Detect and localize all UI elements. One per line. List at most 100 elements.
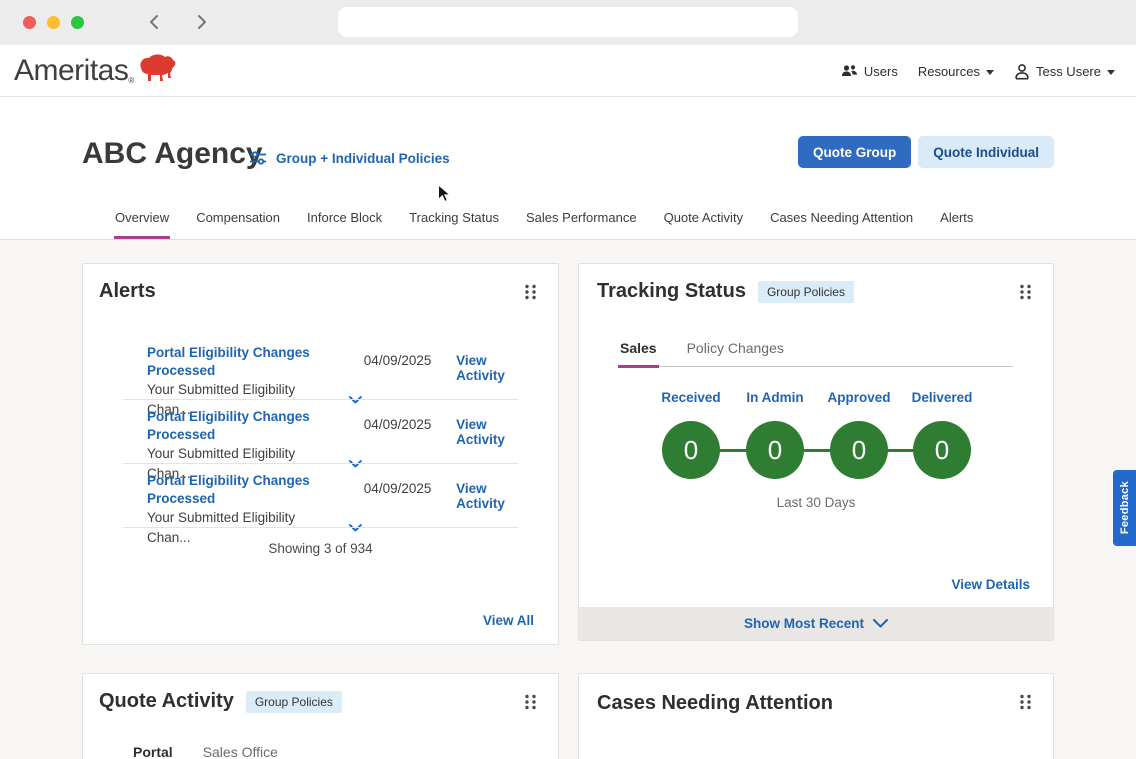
tracking-subtabs: Sales Policy Changes — [618, 334, 1013, 368]
chevron-down-icon — [873, 619, 888, 628]
nav-resources-label: Resources — [917, 63, 980, 79]
tab-alerts[interactable]: Alerts — [940, 210, 974, 225]
nav-resources[interactable]: Resources — [918, 64, 994, 79]
person-icon — [1015, 63, 1029, 79]
drag-handle-icon[interactable] — [524, 284, 537, 300]
ameritas-logo[interactable]: Ameritas ® — [14, 54, 177, 88]
quote-subtabs: Portal Sales Office — [131, 738, 518, 759]
browser-chrome — [0, 0, 1136, 45]
browser-back-icon[interactable] — [146, 13, 164, 31]
stage-delivered: Delivered 0 — [900, 390, 984, 479]
nav-user-menu-label: Tess Usere — [1035, 63, 1101, 79]
stage-label-link[interactable]: In Admin — [746, 390, 804, 405]
chevron-down-icon — [1107, 69, 1115, 75]
logo-text: Ameritas — [14, 54, 129, 87]
nav-users-label: Users — [863, 63, 898, 79]
divider — [123, 527, 518, 528]
subtab-policy-changes[interactable]: Policy Changes — [686, 340, 784, 356]
subtab-sales[interactable]: Sales — [618, 334, 659, 368]
quote-group-button[interactable]: Quote Group — [797, 136, 912, 168]
expand-chevron-icon[interactable] — [349, 460, 362, 468]
feedback-button[interactable]: Feedback — [1113, 470, 1136, 546]
drag-handle-icon[interactable] — [1019, 694, 1032, 710]
divider — [123, 463, 518, 464]
page-actions: Quote Group Quote Individual — [797, 136, 1054, 168]
alert-subtitle: Your Submitted Eligibility Chan... — [147, 382, 296, 417]
alert-main: Portal Eligibility Changes Processed You… — [147, 408, 362, 484]
tracking-status-card-title: Tracking Status — [597, 280, 746, 302]
tab-tracking-status[interactable]: Tracking Status — [409, 210, 500, 225]
period-label: Last 30 Days — [776, 495, 856, 510]
group-policies-badge: Group Policies — [245, 690, 342, 713]
stage-connector-line — [691, 449, 942, 452]
subtab-portal[interactable]: Portal — [131, 738, 175, 759]
stage-label-link[interactable]: Approved — [827, 390, 891, 405]
page-head: ABC Agency Group + Individual Policies Q… — [0, 97, 1136, 240]
quote-individual-button[interactable]: Quote Individual — [918, 136, 1054, 168]
tab-compensation[interactable]: Compensation — [196, 210, 281, 225]
page-tabs: Overview Compensation Inforce Block Trac… — [114, 200, 974, 239]
tab-quote-activity[interactable]: Quote Activity — [663, 210, 744, 225]
policy-filter-label: Group + Individual Policies — [276, 151, 450, 166]
alert-main: Portal Eligibility Changes Processed You… — [147, 472, 362, 548]
chevron-down-icon — [985, 69, 994, 75]
nav-user-menu[interactable]: Tess Usere — [1014, 63, 1115, 80]
alert-item: Portal Eligibility Changes Processed You… — [147, 472, 536, 548]
expand-chevron-icon[interactable] — [349, 396, 362, 404]
window-controls — [23, 16, 84, 29]
bison-logo-icon — [140, 54, 176, 81]
policy-filter[interactable]: Group + Individual Policies — [249, 150, 450, 167]
stage-count: 0 — [913, 421, 971, 479]
alert-date: 04/09/2025 — [363, 353, 432, 368]
stage-received: Received 0 — [649, 390, 733, 479]
browser-forward-icon[interactable] — [192, 13, 210, 31]
logo-registered-mark: ® — [128, 76, 135, 85]
view-activity-link[interactable]: View Activity — [456, 417, 505, 447]
quote-activity-card-title: Quote Activity — [99, 690, 234, 712]
alert-item: Portal Eligibility Changes Processed You… — [147, 344, 536, 420]
tab-sales-performance[interactable]: Sales Performance — [526, 210, 637, 225]
header-nav: Users Resources Tess Usere — [841, 45, 1115, 97]
filter-sliders-icon — [250, 151, 266, 165]
quote-activity-card: Quote Activity Group Policies Portal Sal… — [82, 673, 559, 759]
stage-approved: Approved 0 — [817, 390, 901, 479]
close-window-icon[interactable] — [23, 16, 36, 29]
alert-title-link[interactable]: Portal Eligibility Changes Processed — [147, 345, 310, 378]
alert-date: 04/09/2025 — [363, 417, 432, 432]
site-header: Ameritas ® Users Resources Tess Usere — [0, 45, 1136, 97]
stage-label-link[interactable]: Received — [661, 390, 721, 405]
address-bar[interactable] — [338, 7, 798, 37]
alerts-card-title: Alerts — [99, 280, 156, 302]
drag-handle-icon[interactable] — [524, 694, 537, 710]
show-most-recent-button[interactable]: Show Most Recent — [579, 607, 1053, 640]
tab-inforce-block[interactable]: Inforce Block — [307, 210, 383, 225]
tab-cases-needing-attention[interactable]: Cases Needing Attention — [770, 210, 914, 225]
minimize-window-icon[interactable] — [47, 16, 60, 29]
stage-count: 0 — [746, 421, 804, 479]
cases-card-title: Cases Needing Attention — [597, 692, 833, 714]
showing-count: Showing 3 of 934 — [268, 541, 373, 556]
alert-title-link[interactable]: Portal Eligibility Changes Processed — [147, 473, 310, 506]
view-all-link[interactable]: View All — [482, 613, 534, 628]
drag-handle-icon[interactable] — [1019, 284, 1032, 300]
nav-users[interactable]: Users — [841, 64, 898, 79]
feedback-label: Feedback — [1118, 481, 1131, 535]
tab-overview[interactable]: Overview — [114, 200, 171, 239]
alert-date: 04/09/2025 — [363, 481, 432, 496]
alert-main: Portal Eligibility Changes Processed You… — [147, 344, 362, 420]
view-details-link[interactable]: View Details — [951, 577, 1030, 592]
tracking-status-card: Tracking Status Group Policies Sales Pol… — [578, 263, 1054, 641]
view-activity-link[interactable]: View Activity — [456, 481, 505, 511]
users-icon — [841, 65, 857, 76]
subtab-sales-office[interactable]: Sales Office — [202, 744, 278, 759]
stage-label-link[interactable]: Delivered — [911, 390, 973, 405]
divider — [123, 399, 518, 400]
expand-chevron-icon[interactable] — [349, 524, 362, 532]
view-activity-link[interactable]: View Activity — [456, 353, 505, 383]
alerts-card: Alerts Portal Eligibility Changes Proces… — [82, 263, 559, 645]
alert-title-link[interactable]: Portal Eligibility Changes Processed — [147, 409, 310, 442]
show-most-recent-label: Show Most Recent — [743, 616, 864, 631]
stage-count: 0 — [662, 421, 720, 479]
zoom-window-icon[interactable] — [71, 16, 84, 29]
